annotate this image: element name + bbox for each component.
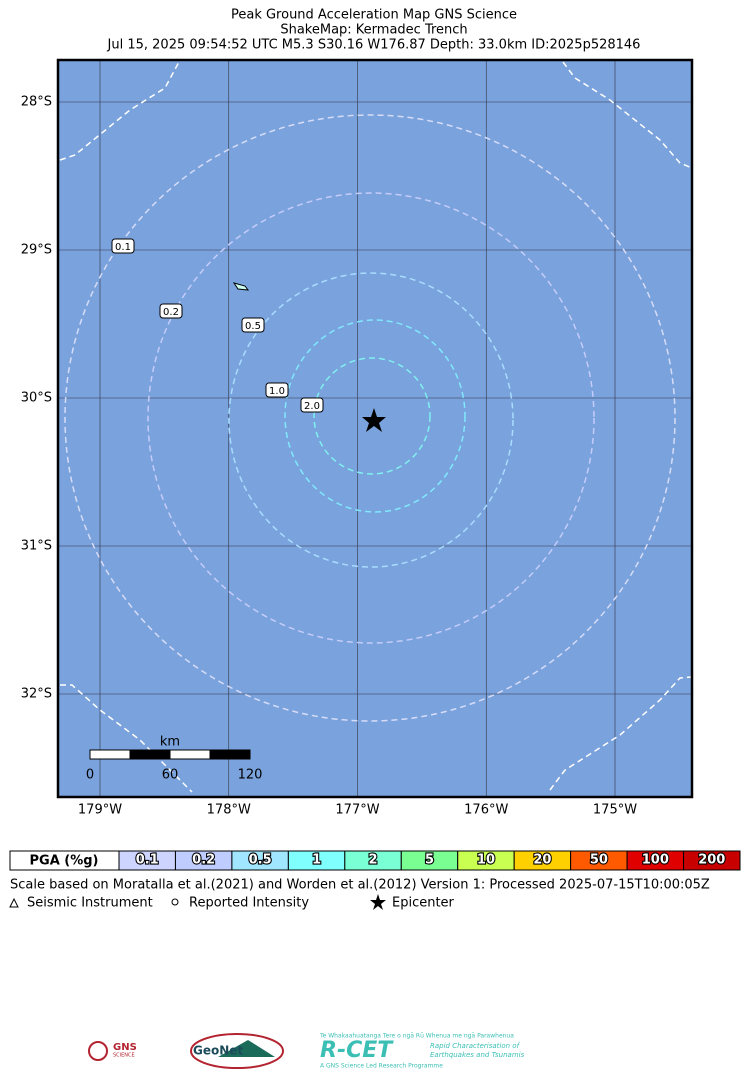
legend-bin-label: 200 [698, 853, 725, 868]
contour-label-box [265, 382, 289, 398]
lon-tick-label: 177°W [335, 803, 379, 818]
contour-label: 1.0 [269, 386, 285, 397]
logos: GNS SCIENCE GeoNet Te Whakaahuatanga Ter… [88, 1033, 525, 1070]
rcet-foot: A GNS Science Led Research Programme [320, 1063, 443, 1070]
rcet-sub: Earthquakes and Tsunamis [430, 1051, 525, 1059]
island [232, 282, 250, 291]
legend-bin-label: 1 [312, 853, 321, 868]
legend-bin-label: 20 [533, 853, 551, 868]
map-background [58, 60, 692, 797]
geonet-ring [190, 1033, 284, 1069]
lat-tick-label: 31°S [21, 539, 52, 554]
gns-icon [88, 1041, 108, 1061]
lon-tick-label: 178°W [207, 803, 251, 818]
contour [147, 192, 595, 644]
scale-label: 0 [86, 768, 94, 783]
legend-title: PGA (%g) [30, 854, 99, 869]
legend-bin-label: 50 [590, 853, 608, 868]
legend-bin-label: 2 [369, 853, 378, 868]
geonet-mountain [218, 1040, 275, 1057]
contour-label-box [300, 397, 324, 413]
scale-bar: km 0 60 120 [86, 735, 263, 783]
gns-logo: GNS [113, 1042, 137, 1053]
legend-note: Scale based on Moratalla et al.(2021) an… [10, 878, 710, 893]
contour-label-box [111, 238, 135, 254]
legend-symbol: Reported Intensity [189, 896, 309, 911]
legend-bin [683, 850, 741, 871]
intensity-icon [171, 898, 179, 906]
contour-label-box [241, 317, 265, 333]
legend-bin-label: 5 [425, 853, 434, 868]
contours [59, 60, 692, 793]
legend-bin-label: 100 [642, 853, 669, 868]
contour [284, 319, 466, 513]
lat-tick-label: 32°S [21, 687, 52, 702]
event-info: Jul 15, 2025 09:54:52 UTC M5.3 S30.16 W1… [107, 38, 641, 53]
scale-unit: km [160, 735, 180, 750]
rcet-top: Te Whakaahuatanga Tere o ngā Rū Whenua m… [319, 1033, 514, 1040]
contour [562, 61, 692, 169]
lat-tick-label: 30°S [21, 391, 52, 406]
lat-tick-label: 28°S [21, 95, 52, 110]
legend-bin-label: 0.5 [249, 853, 272, 868]
contour [60, 684, 193, 793]
legend-symbol: Epicenter [392, 896, 455, 911]
lat-tick-label: 29°S [21, 243, 52, 258]
contour [228, 272, 514, 568]
rcet-sub: Rapid Characterisation of [430, 1042, 521, 1050]
epicenter-icon [370, 894, 386, 910]
contour-label: 0.5 [245, 321, 261, 332]
scale-label: 120 [238, 768, 263, 783]
map-frame [56, 58, 694, 799]
legend-bin-label: 10 [477, 853, 495, 868]
legend-bin-label: 0.2 [192, 853, 215, 868]
geonet-logo: GeoNet [193, 1044, 243, 1058]
contour-label-box [159, 303, 183, 319]
contour-label: 0.2 [163, 307, 179, 318]
gns-logo-sub: SCIENCE [113, 1053, 135, 1059]
instrument-icon [9, 897, 19, 908]
scale-label: 60 [162, 768, 179, 783]
subtitle: ShakeMap: Kermadec Trench [280, 23, 467, 38]
rcet-logo: R-CET [320, 1038, 394, 1063]
contour [549, 676, 692, 791]
title: Peak Ground Acceleration Map GNS Science [231, 8, 517, 23]
lon-tick-label: 179°W [78, 803, 122, 818]
lon-tick-label: 175°W [593, 803, 637, 818]
epicenter [362, 408, 386, 432]
contour [313, 357, 431, 475]
contour-label: 2.0 [304, 401, 320, 412]
contour-label: 0.1 [115, 242, 131, 253]
legend-bin-label: 0.1 [136, 853, 159, 868]
contour [64, 114, 676, 722]
legend-symbol: Seismic Instrument [27, 896, 153, 911]
lon-tick-label: 176°W [464, 803, 508, 818]
contour [59, 60, 181, 161]
